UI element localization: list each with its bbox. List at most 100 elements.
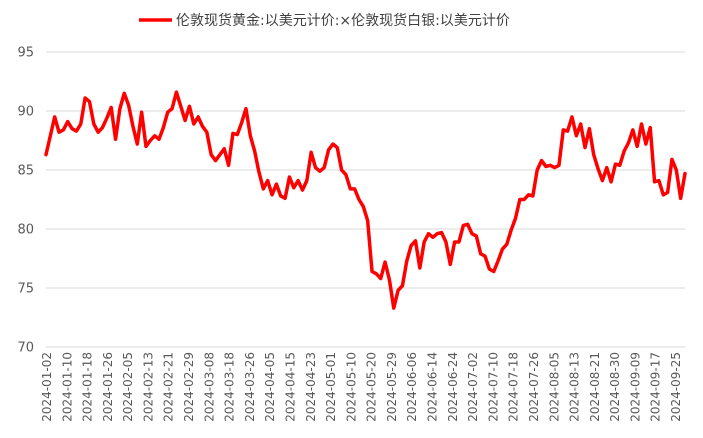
data-point [110,106,112,109]
data-point [679,197,682,200]
y-tick-label: 80 [17,223,34,238]
data-point [158,138,160,141]
data-point [127,104,130,106]
x-tick-label: 2024-07-26 [527,352,541,422]
data-point [206,131,208,134]
data-point [153,134,156,137]
data-point [71,127,73,130]
x-tick-label: 2024-09-25 [669,352,683,422]
data-point [562,129,565,131]
data-point [171,107,173,110]
data-point [210,153,212,156]
series-line-gold-silver-ratio[interactable] [44,90,687,310]
data-point [406,260,408,262]
data-point [306,179,308,182]
data-point [179,105,182,108]
data-point [79,123,82,125]
data-point [193,123,195,125]
data-point [266,179,269,182]
data-point [653,181,656,183]
data-point [162,126,165,129]
data-point [345,173,347,176]
data-point [379,277,382,280]
x-axis-ticks: 2024-01-02 2024-01-10 2024-01-18 2024-01-26… [40,352,683,422]
data-point [592,153,595,156]
x-tick-label: 2024-05-29 [385,352,399,422]
y-tick-label: 90 [17,105,34,120]
data-point [219,153,221,156]
data-point [327,149,330,151]
data-point [619,164,621,167]
x-tick-label: 2024-09-17 [649,352,663,422]
x-tick-label: 2024-05-01 [324,352,338,422]
data-point [301,189,304,191]
data-point [440,231,443,234]
data-point [88,100,91,103]
data-point [414,240,417,242]
data-point [310,151,312,154]
data-point [614,163,617,165]
data-point [453,241,456,243]
data-point [684,172,686,175]
data-point [566,130,569,132]
x-tick-label: 2024-01-10 [60,352,74,422]
legend-label: 伦敦现货黄金:以美元计价:×伦敦现货白银:以美元计价 [176,12,510,29]
data-point [201,125,204,128]
x-tick-label: 2024-06-24 [446,352,460,422]
data-point [249,134,252,137]
x-tick-label: 2024-03-26 [243,352,257,422]
data-point [471,232,473,235]
x-tick-label: 2024-04-05 [263,352,277,422]
x-tick-label: 2024-01-02 [40,352,54,422]
data-point [519,198,521,201]
data-point [627,142,630,144]
data-point [323,166,326,169]
x-tick-label: 2024-09-09 [628,352,642,422]
data-point [232,132,234,135]
y-tick-label: 75 [17,282,34,297]
data-point [640,123,643,125]
data-point [119,107,121,110]
x-tick-label: 2024-04-15 [284,352,298,422]
x-tick-label: 2024-08-05 [547,352,561,422]
data-point [319,170,321,172]
data-point [392,307,395,309]
data-point [649,126,652,129]
data-point [340,169,343,171]
y-tick-label: 70 [17,341,34,356]
data-point [540,159,543,162]
data-point [332,143,334,145]
data-point [427,232,430,235]
x-tick-label: 2024-06-14 [426,352,440,422]
data-point [97,131,99,134]
data-point [571,116,573,118]
data-point [645,143,647,145]
x-tick-label: 2024-08-21 [588,352,602,422]
legend[interactable]: 伦敦现货黄金:以美元计价:×伦敦现货白银:以美元计价 [139,12,510,29]
data-point [501,248,504,250]
data-point [58,131,60,134]
data-point [114,138,117,141]
data-point [284,197,286,200]
data-point [532,195,534,197]
data-point [245,107,247,110]
gridlines [46,51,685,348]
x-tick-label: 2024-01-26 [101,352,115,422]
data-point [497,260,499,262]
data-point [49,134,52,137]
data-point [358,198,360,201]
data-point [588,127,591,130]
data-point [610,181,612,183]
data-point [445,241,447,243]
data-point [410,244,412,247]
data-point [258,171,260,174]
data-point [536,169,538,171]
y-tick-label: 85 [17,164,34,179]
data-point [662,193,665,196]
data-point [514,217,517,220]
data-point [419,267,421,269]
data-point [62,129,65,131]
data-point [666,191,669,194]
data-point [288,176,291,178]
x-tick-label: 2024-03-18 [223,352,237,422]
